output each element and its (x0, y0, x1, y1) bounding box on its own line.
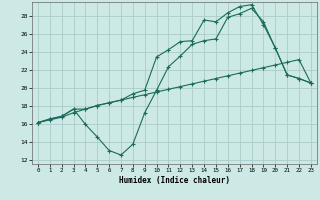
X-axis label: Humidex (Indice chaleur): Humidex (Indice chaleur) (119, 176, 230, 185)
